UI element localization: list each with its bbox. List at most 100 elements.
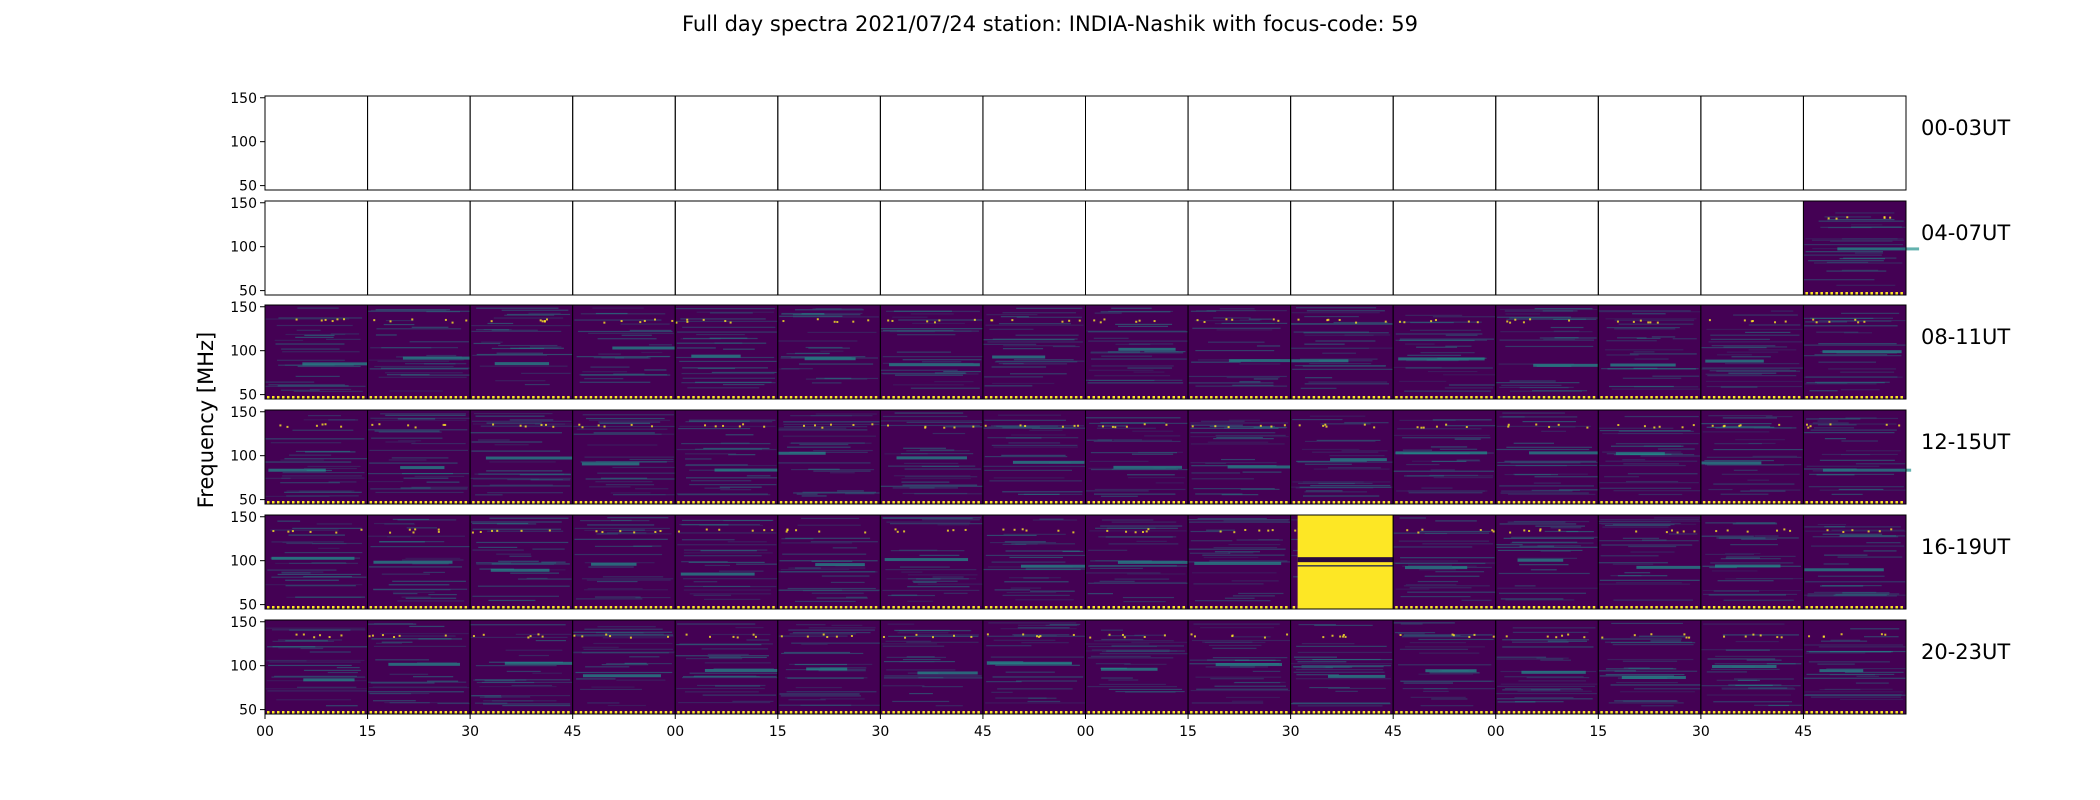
spectrum-noise <box>880 485 983 487</box>
spectrum-noise <box>1201 420 1245 422</box>
calibration-dot <box>692 711 695 714</box>
spectrum-noise <box>682 337 758 340</box>
calibration-dot <box>682 606 685 609</box>
calibration-dot <box>1122 501 1125 504</box>
spectrum-spike <box>1468 635 1471 638</box>
calibration-dot <box>747 501 750 504</box>
spectrum-noise <box>1093 581 1187 584</box>
calibration-dot <box>659 711 663 714</box>
spectrum-spike <box>1435 425 1438 428</box>
spectrum-noise <box>582 371 628 373</box>
spectrum-noise <box>296 329 321 331</box>
calibration-dot <box>307 606 310 609</box>
spectrum-noise <box>1399 339 1475 342</box>
spectrum-noise <box>899 566 950 568</box>
spectrum-spike <box>1479 529 1482 532</box>
spectrum-band <box>400 466 445 470</box>
x-tick-label: 15 <box>1589 724 1607 740</box>
spectrum-noise <box>1290 486 1393 488</box>
calibration-dot <box>1455 501 1458 504</box>
calibration-dot <box>1297 711 1301 714</box>
spectrum-noise <box>583 648 674 650</box>
calibration-dot <box>1157 711 1160 714</box>
spectrum-noise <box>1099 580 1135 582</box>
calibration-dot <box>1727 606 1731 609</box>
spectrum-noise <box>1749 489 1801 491</box>
calibration-dot <box>1460 711 1463 714</box>
calibration-dot <box>1517 606 1521 609</box>
spectrum-noise <box>574 527 670 530</box>
spectrum-noise <box>1420 705 1474 707</box>
spectrum-noise <box>689 672 778 674</box>
spectrum-spike <box>816 318 819 321</box>
spectrum-noise <box>411 326 449 328</box>
spectrum-spike <box>1685 636 1688 639</box>
spectrum-noise <box>681 539 735 541</box>
spectrum-noise <box>894 629 950 632</box>
spectrum-spike <box>738 425 741 428</box>
calibration-dot <box>1122 711 1125 714</box>
spectrum-panel <box>880 620 983 714</box>
calibration-dot <box>1712 396 1716 399</box>
spectrum-noise <box>381 347 458 349</box>
spectrum-band <box>271 556 355 560</box>
calibration-dot <box>677 396 680 399</box>
spectrum-noise <box>1609 385 1674 388</box>
calibration-dot <box>854 606 858 609</box>
x-tick-label: 45 <box>564 724 582 740</box>
spectrum-noise <box>714 342 743 344</box>
spectrum-noise <box>579 381 651 383</box>
spectrum-noise <box>368 623 417 625</box>
spectrum-noise <box>1599 311 1701 313</box>
calibration-dot <box>1210 396 1213 399</box>
calibration-dot <box>707 711 710 714</box>
spectrum-noise <box>677 623 756 625</box>
calibration-dot <box>1337 711 1341 714</box>
calibration-dot <box>659 606 663 609</box>
calibration-dot <box>1470 501 1473 504</box>
spectrum-noise <box>593 432 655 434</box>
x-tick-label: 45 <box>1795 724 1813 740</box>
spectrum-noise <box>478 546 518 549</box>
spectrum-noise <box>1809 390 1838 392</box>
spectrum-noise <box>587 702 620 704</box>
spectrum-noise <box>1831 493 1863 495</box>
spectrum-noise <box>676 347 716 349</box>
spectrum-spike <box>1505 635 1508 638</box>
calibration-dot <box>1655 396 1658 399</box>
spectrum-noise <box>985 554 1085 557</box>
spectrum-noise <box>584 456 675 458</box>
spectrum-noise <box>532 548 565 550</box>
calibration-dot <box>492 501 495 504</box>
calibration-dot <box>1372 711 1376 714</box>
spectrum-panel <box>982 410 1086 504</box>
calibration-dot <box>532 501 535 504</box>
calibration-dot <box>1615 396 1618 399</box>
spectrum-noise <box>594 596 641 598</box>
spectrum-noise <box>1108 679 1139 681</box>
spectrum-panel <box>1700 515 1804 609</box>
calibration-dot <box>779 501 783 504</box>
calibration-dot <box>429 501 433 504</box>
calibration-dot <box>574 711 578 714</box>
spectrum-noise <box>580 461 667 463</box>
spectrum-noise <box>703 447 770 450</box>
spectrum-noise <box>781 312 863 315</box>
calibration-dot <box>337 711 340 714</box>
spectrum-noise <box>580 313 666 315</box>
spectrum-noise <box>683 578 778 580</box>
y-axis-label: Frequency [MHz] <box>194 332 218 508</box>
spectrum-noise <box>1190 530 1223 533</box>
spectrum-noise <box>515 633 572 635</box>
spectrum-noise <box>1706 694 1792 696</box>
calibration-dot <box>669 501 673 504</box>
calibration-dot <box>1425 711 1428 714</box>
spectrum-noise <box>983 427 1086 429</box>
panel-frame <box>982 95 1086 191</box>
spectrum-noise <box>1820 640 1868 642</box>
spectrum-noise <box>576 428 668 430</box>
row-label: 16-19UT <box>1921 535 2010 559</box>
calibration-dot <box>1772 396 1776 399</box>
spectrum-noise <box>1497 587 1598 589</box>
spectrum-noise <box>991 691 1013 693</box>
